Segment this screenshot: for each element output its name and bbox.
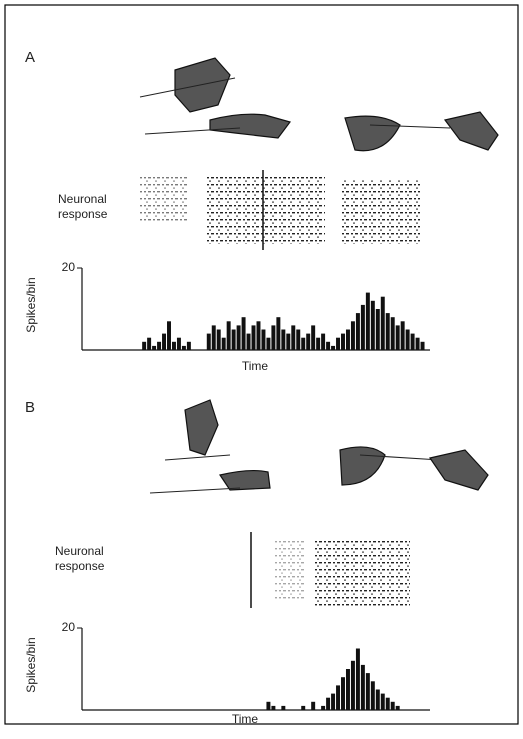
bar <box>231 329 236 350</box>
raster-label: Neuronal <box>58 192 107 206</box>
bar <box>281 705 286 710</box>
bar <box>336 685 341 710</box>
bar <box>261 329 266 350</box>
bar <box>375 309 380 350</box>
y-tick-label: 20 <box>62 260 76 274</box>
bar <box>336 337 341 350</box>
panel-label: B <box>25 399 35 416</box>
bar <box>157 341 162 350</box>
x-axis-label: Time <box>242 359 269 373</box>
bar <box>341 333 345 350</box>
bar <box>395 705 400 710</box>
bar <box>276 317 281 350</box>
bar <box>266 337 271 350</box>
bar <box>241 317 246 350</box>
bar <box>296 329 301 350</box>
bar <box>186 341 191 350</box>
frame <box>4 4 519 725</box>
bar <box>251 325 256 350</box>
bar <box>221 337 226 350</box>
bar <box>380 693 385 710</box>
y-axis-label: Spikes/bin <box>24 277 38 332</box>
bar <box>350 660 355 710</box>
bar <box>326 697 331 710</box>
bar <box>350 321 355 350</box>
bar <box>331 345 336 350</box>
bar <box>291 325 296 350</box>
bar <box>286 333 291 350</box>
bar <box>162 333 167 350</box>
bar <box>345 669 350 710</box>
bar <box>405 329 410 350</box>
bar <box>301 337 306 350</box>
bar <box>246 333 251 350</box>
bar <box>365 292 370 350</box>
bar <box>271 325 276 350</box>
bar <box>360 664 365 710</box>
bar <box>385 313 390 350</box>
bar <box>355 648 360 710</box>
bar <box>341 677 345 710</box>
y-axis-label: Spikes/bin <box>24 637 38 692</box>
bar <box>167 321 171 350</box>
bar <box>390 317 395 350</box>
bar <box>360 304 365 350</box>
x-axis-label: Time <box>232 712 259 726</box>
bar <box>176 337 181 350</box>
bar <box>206 333 211 350</box>
raster-label: Neuronal <box>55 544 104 558</box>
bar <box>331 693 336 710</box>
bar <box>400 321 405 350</box>
bar <box>311 701 316 710</box>
bar <box>171 341 176 350</box>
bar <box>266 701 271 710</box>
bar <box>142 341 147 350</box>
bar <box>226 321 231 350</box>
bar <box>375 689 380 710</box>
bar <box>355 313 360 350</box>
panel-label: A <box>25 49 35 66</box>
bar <box>211 325 216 350</box>
bar <box>316 337 321 350</box>
bar <box>216 329 221 350</box>
bar <box>380 296 385 350</box>
bar <box>345 329 350 350</box>
raster-a <box>140 170 420 250</box>
bar <box>410 333 415 350</box>
bar <box>370 681 375 710</box>
raster-label: response <box>58 207 108 221</box>
bar <box>395 325 400 350</box>
bar <box>301 705 306 710</box>
bar <box>281 329 286 350</box>
bar <box>420 341 425 350</box>
bar <box>370 300 375 350</box>
bar <box>390 701 395 710</box>
y-tick-label: 20 <box>62 620 76 634</box>
bar <box>311 325 316 350</box>
raster-label: response <box>55 559 105 573</box>
bar <box>365 673 370 710</box>
bar <box>236 325 241 350</box>
bar <box>326 341 331 350</box>
bar <box>256 321 261 350</box>
bar <box>181 345 186 350</box>
bar <box>271 705 276 710</box>
hand-drawing-a <box>139 57 499 152</box>
hand-drawing-b <box>149 399 489 494</box>
bar <box>385 697 390 710</box>
bar <box>147 337 152 350</box>
bar <box>321 333 326 350</box>
bar <box>306 333 311 350</box>
raster-b <box>250 532 410 608</box>
bar <box>415 337 420 350</box>
bar <box>321 705 326 710</box>
bar <box>152 345 157 350</box>
